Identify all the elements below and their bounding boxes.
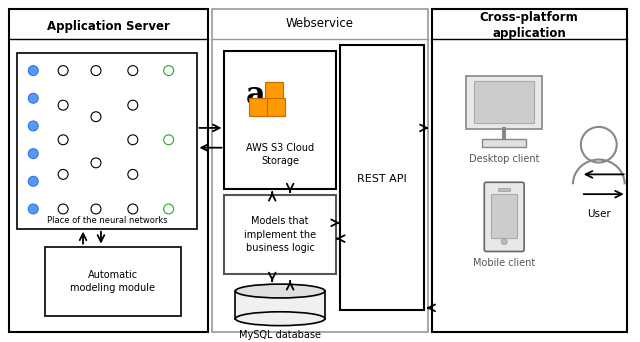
Circle shape — [164, 66, 173, 76]
Circle shape — [164, 204, 173, 214]
Circle shape — [58, 66, 68, 76]
Text: Mobile client: Mobile client — [473, 258, 535, 268]
Bar — [467, 76, 542, 129]
Text: Place of the neural networks: Place of the neural networks — [47, 216, 167, 225]
Bar — [236, 291, 325, 319]
Circle shape — [28, 93, 38, 103]
Text: Webservice: Webservice — [286, 17, 354, 30]
Bar — [340, 45, 424, 310]
Bar — [10, 9, 209, 331]
Ellipse shape — [236, 312, 325, 326]
Circle shape — [128, 204, 138, 214]
Text: AWS S3 Cloud
Storage: AWS S3 Cloud Storage — [246, 143, 314, 166]
Circle shape — [128, 66, 138, 76]
Bar — [265, 82, 283, 100]
Text: Application Server: Application Server — [47, 19, 170, 32]
Circle shape — [58, 204, 68, 214]
Circle shape — [128, 100, 138, 110]
Ellipse shape — [236, 284, 325, 298]
Circle shape — [58, 100, 68, 110]
Circle shape — [91, 112, 101, 122]
Circle shape — [581, 127, 617, 162]
Bar — [225, 195, 336, 274]
Text: REST API: REST API — [357, 174, 406, 184]
Circle shape — [91, 204, 101, 214]
Text: a: a — [245, 80, 265, 111]
Circle shape — [58, 135, 68, 145]
Circle shape — [91, 66, 101, 76]
Text: Automatic
modeling module: Automatic modeling module — [70, 269, 156, 293]
FancyBboxPatch shape — [484, 182, 524, 251]
Bar — [45, 247, 180, 316]
Circle shape — [28, 204, 38, 214]
Bar — [492, 194, 517, 238]
Bar — [212, 9, 428, 331]
Circle shape — [28, 149, 38, 159]
Bar — [17, 53, 196, 229]
Circle shape — [501, 239, 507, 245]
Circle shape — [164, 135, 173, 145]
Text: MySQL database: MySQL database — [239, 330, 321, 340]
Circle shape — [128, 135, 138, 145]
Bar — [268, 98, 285, 116]
Text: Models that
implement the
business logic: Models that implement the business logic — [244, 216, 316, 253]
Text: User: User — [587, 209, 611, 219]
Circle shape — [58, 169, 68, 179]
Bar — [498, 188, 510, 191]
Text: Desktop client: Desktop client — [469, 154, 540, 163]
Circle shape — [28, 176, 38, 186]
Circle shape — [91, 158, 101, 168]
Text: Cross-platform
application: Cross-platform application — [480, 11, 579, 40]
Bar — [250, 98, 268, 116]
Circle shape — [28, 121, 38, 131]
Bar — [474, 81, 534, 123]
Circle shape — [28, 66, 38, 76]
Bar — [225, 51, 336, 189]
Circle shape — [128, 169, 138, 179]
Bar — [483, 139, 526, 147]
Bar — [431, 9, 627, 331]
